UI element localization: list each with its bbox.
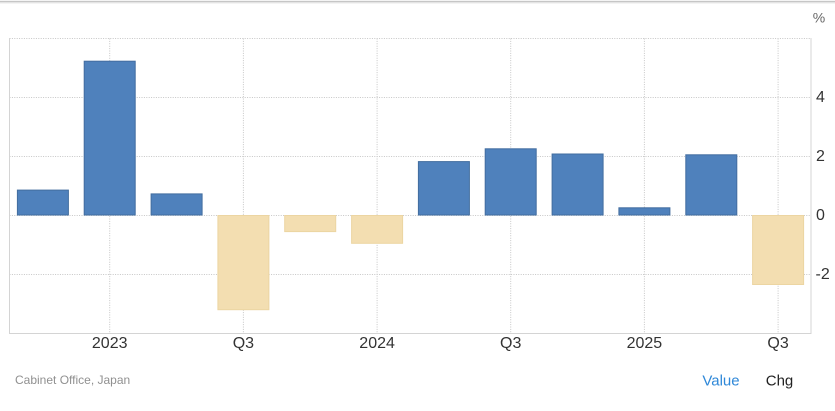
svg-text:Value: Value (702, 373, 739, 390)
svg-text:-2: -2 (816, 266, 830, 283)
svg-text:Q3: Q3 (500, 335, 521, 352)
svg-text:Q3: Q3 (233, 335, 254, 352)
svg-text:Chg: Chg (766, 373, 794, 390)
svg-text:Q3: Q3 (767, 335, 788, 352)
svg-text:Cabinet Office, Japan: Cabinet Office, Japan (15, 373, 130, 387)
svg-text:2023: 2023 (92, 335, 128, 352)
svg-text:2024: 2024 (359, 335, 395, 352)
svg-text:0: 0 (816, 207, 825, 224)
svg-text:4: 4 (816, 89, 825, 106)
svg-text:%: % (813, 10, 825, 26)
svg-text:2025: 2025 (627, 335, 663, 352)
svg-text:2: 2 (816, 148, 825, 165)
